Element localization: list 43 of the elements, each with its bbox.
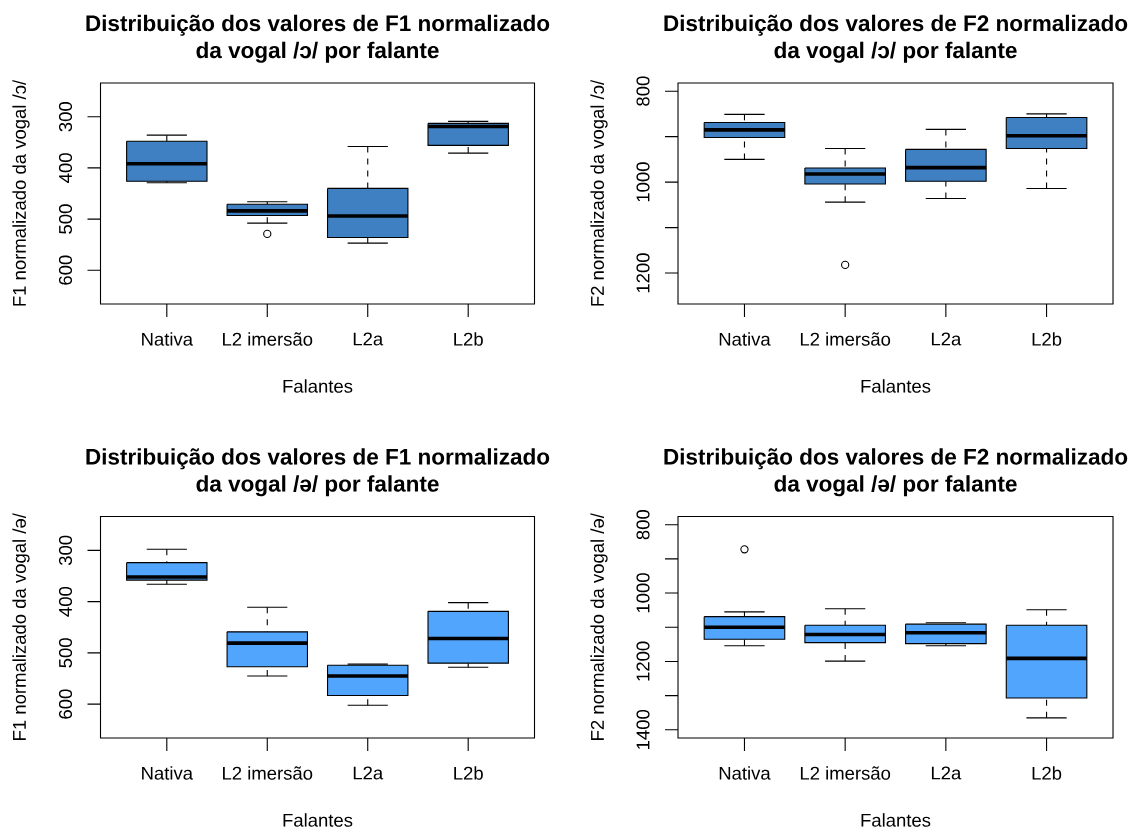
chart-title: Distribuição dos valores de F1 normalizado da vogal /ɔ/ por falante <box>86 14 550 63</box>
x-axis-title: Falantes <box>283 379 353 393</box>
y-tick-label: 1200 <box>636 641 650 681</box>
y-tick-label: 1000 <box>636 573 650 613</box>
y-axis-title: F2 normalizado da vogal /ɔ/ <box>590 79 608 306</box>
y-tick-label: 1000 <box>636 162 650 202</box>
x-tick-label: L2a <box>931 332 962 346</box>
y-axis-title: F1 normalizado da vogal /ɔ/ <box>12 79 30 306</box>
x-tick-label: L2a <box>931 766 962 780</box>
y-tick-label: 1400 <box>636 709 650 749</box>
y-axis-title: F2 normalizado da vogal /ə/ <box>590 513 608 740</box>
x-tick-label: L2b <box>1032 766 1062 780</box>
chart-title: Distribuição dos valores de F2 normalizado da vogal /ɔ/ por falante <box>664 14 1128 63</box>
x-tick-label: L2 imersão <box>223 766 313 780</box>
y-tick-label: 300 <box>58 535 73 566</box>
x-tick-label: Nativa <box>719 332 771 346</box>
y-tick-label: 300 <box>58 102 73 132</box>
x-tick-label: L2b <box>454 766 483 780</box>
x-tick-label: Nativa <box>142 332 194 346</box>
x-tick-label: L2 imersão <box>223 332 313 346</box>
chart-title: Distribuição dos valores de F1 normalizado da vogal /ə/ por falante <box>86 448 550 497</box>
x-tick-label: Nativa <box>142 766 194 780</box>
y-tick-label: 600 <box>58 689 73 719</box>
y-tick-label: 600 <box>58 255 73 285</box>
x-axis-title: Falantes <box>861 813 931 827</box>
y-tick-label: 400 <box>58 153 73 183</box>
x-axis-title: Falantes <box>283 813 353 827</box>
x-tick-label: L2b <box>454 332 483 346</box>
y-tick-label: 1200 <box>636 253 650 293</box>
chart-title: Distribuição dos valores de F2 normalizado da vogal /ə/ por falante <box>664 448 1128 497</box>
x-tick-label: L2a <box>353 766 384 780</box>
x-tick-label: L2b <box>1032 332 1062 346</box>
y-tick-label: 800 <box>636 509 650 540</box>
x-axis-title: Falantes <box>861 379 931 393</box>
y-tick-label: 800 <box>636 76 650 106</box>
x-tick-label: L2 imersão <box>800 332 891 346</box>
y-tick-label: 400 <box>58 586 73 617</box>
x-tick-label: L2 imersão <box>800 766 891 780</box>
y-tick-label: 500 <box>58 204 73 234</box>
y-axis-title: F1 normalizado da vogal /ə/ <box>12 513 30 740</box>
x-tick-label: L2a <box>353 332 384 346</box>
y-tick-label: 500 <box>58 638 73 668</box>
x-tick-label: Nativa <box>719 766 771 780</box>
